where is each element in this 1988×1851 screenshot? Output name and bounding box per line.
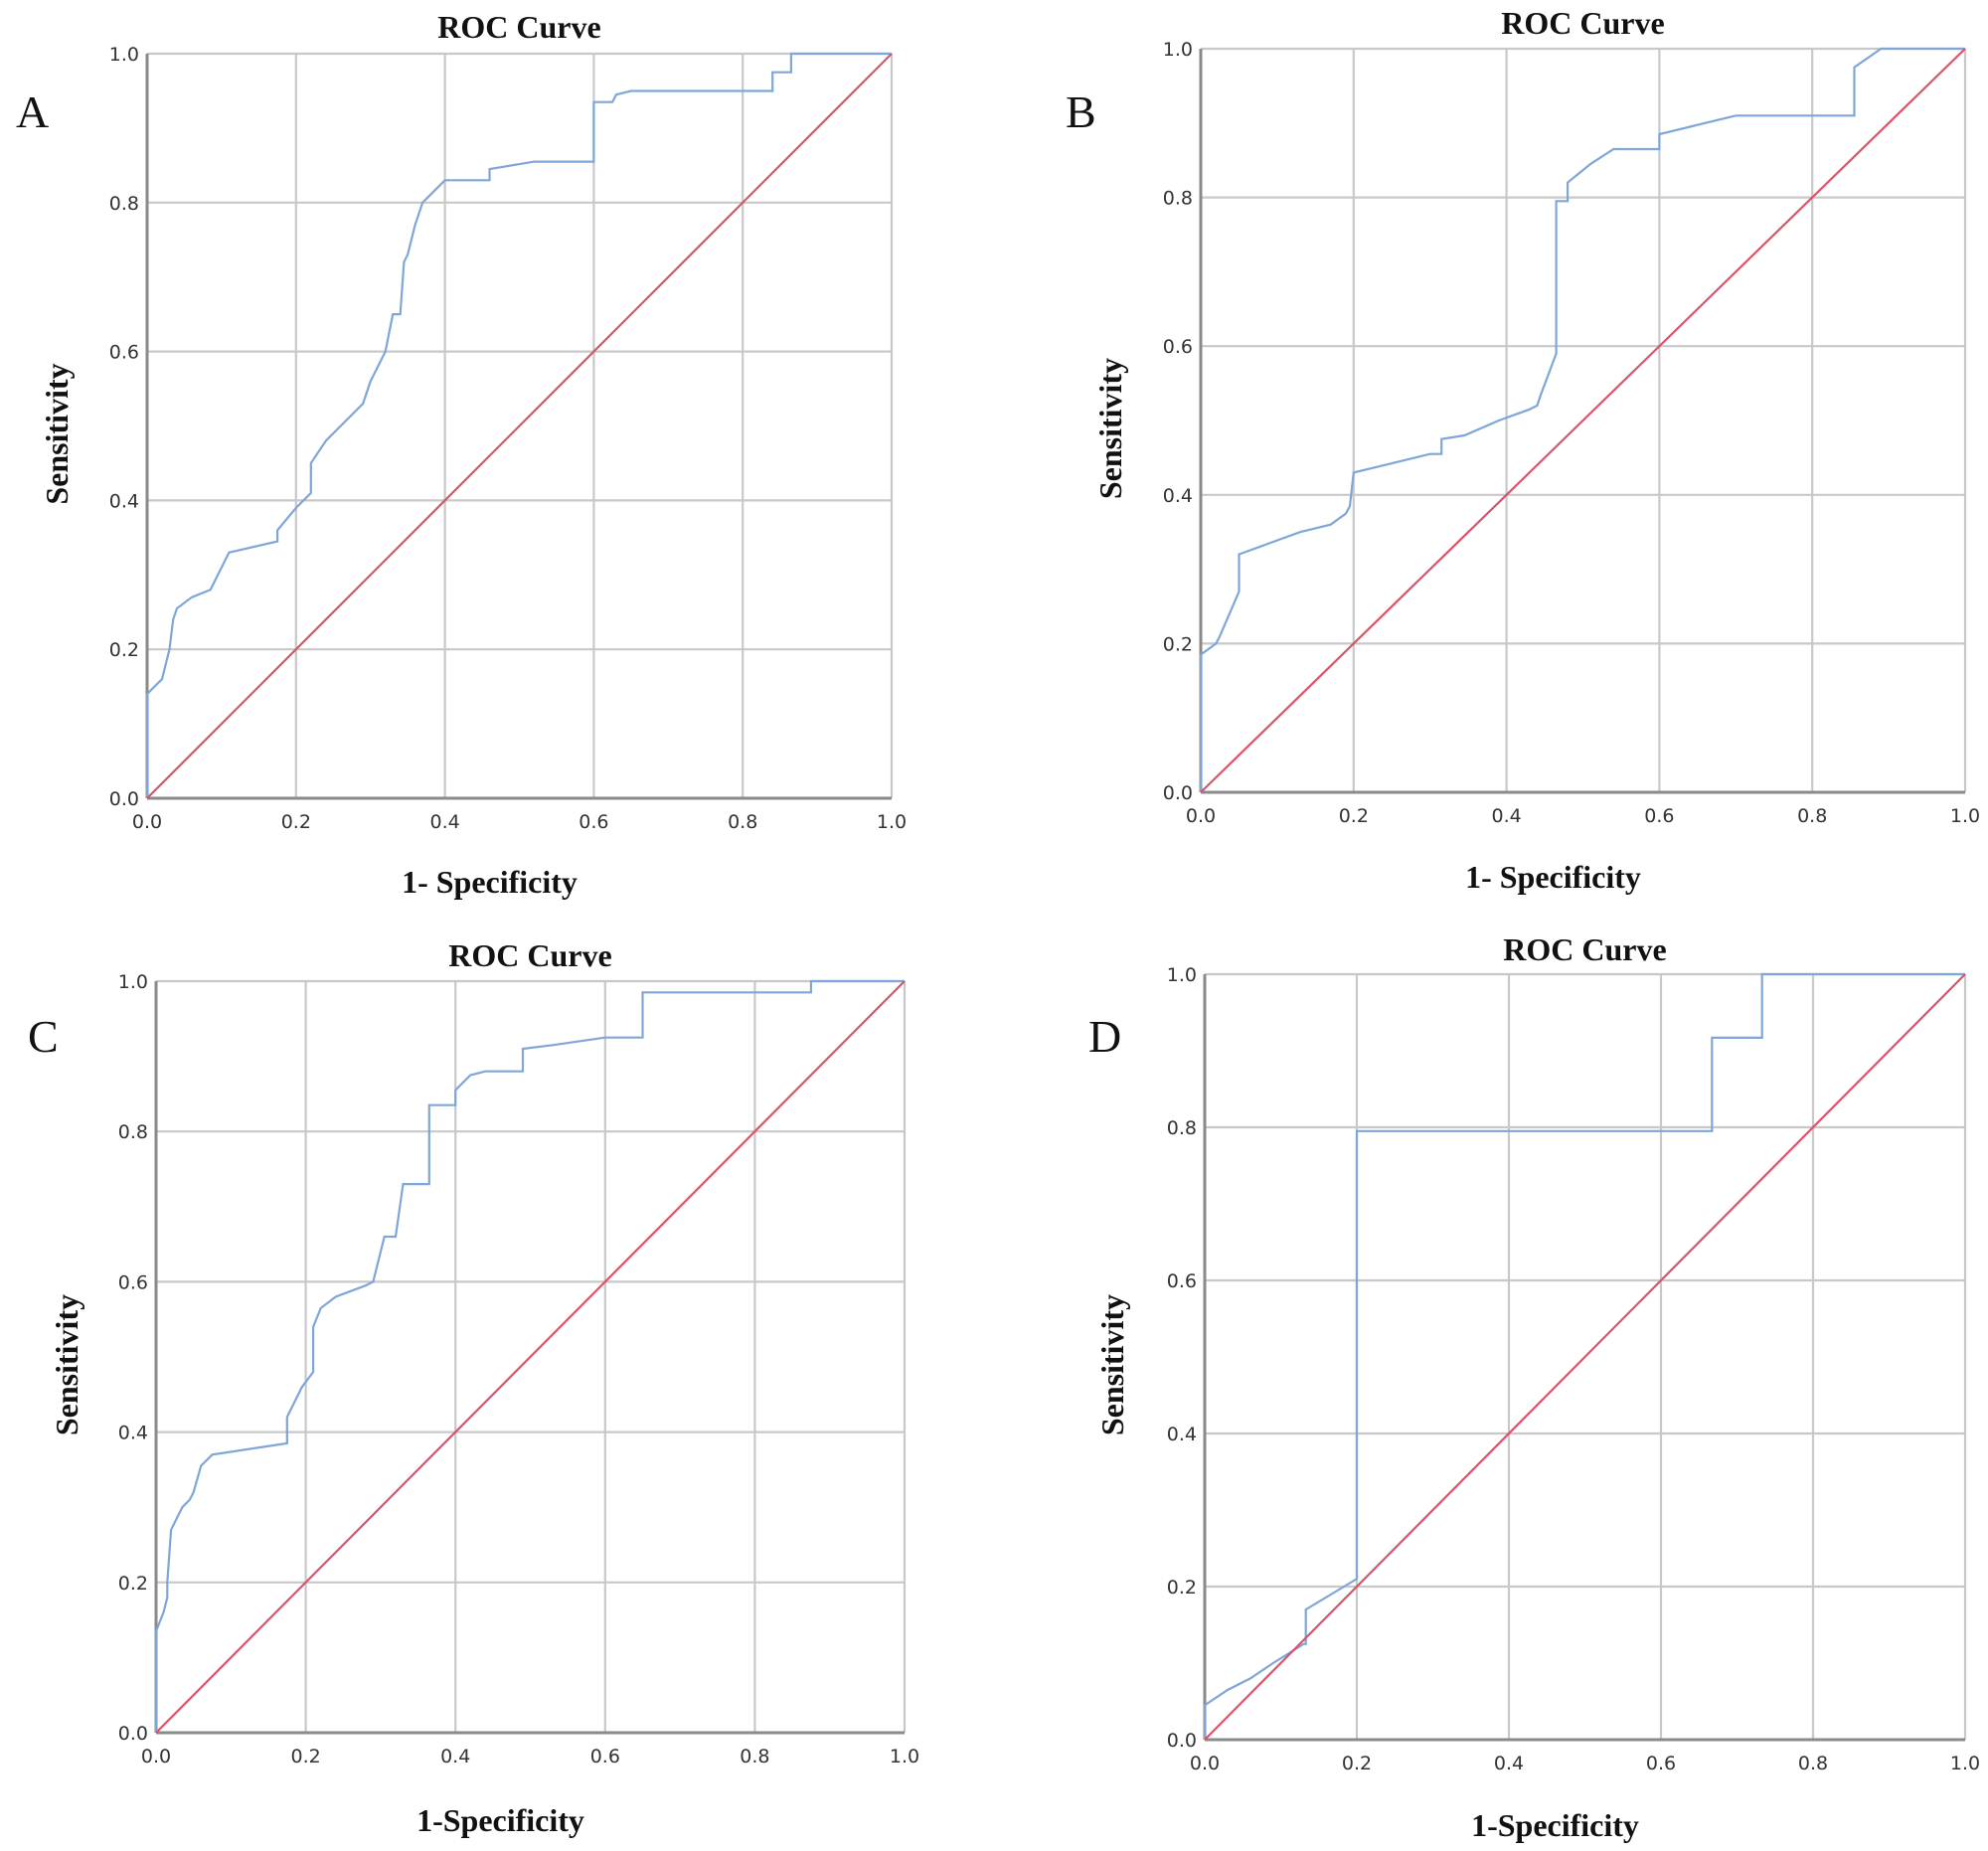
x-tick-label: 0.2 xyxy=(290,1746,320,1767)
chart-title: ROC Curve xyxy=(1503,931,1666,967)
reference-line xyxy=(146,53,893,799)
roc-curve-line xyxy=(1203,972,1965,1740)
chart-title: ROC Curve xyxy=(448,937,611,973)
y-axis-label: Sensitivity xyxy=(1094,1294,1130,1435)
y-axis-label: Sensitivity xyxy=(1092,358,1128,499)
panel-a: A ROC Curve 0.0 0.2 0.4 0.6 0.8 1.0 0.0 0.2 0.4 0.… xyxy=(16,9,907,900)
y-tick-label: 0.0 xyxy=(118,1723,148,1745)
x-axis-label: 1-Specificity xyxy=(416,1802,584,1838)
y-tick-label: 0.2 xyxy=(1163,633,1193,655)
x-tick-label: 0.6 xyxy=(590,1746,620,1767)
roc-curve-line xyxy=(1199,47,1965,792)
reference-line xyxy=(1204,973,1966,1741)
x-tick-label: 0.0 xyxy=(141,1746,171,1767)
x-tick-label: 1.0 xyxy=(890,1746,919,1767)
x-tick-label: 0.8 xyxy=(1798,1753,1828,1774)
chart-title: ROC Curve xyxy=(1501,5,1664,41)
y-tick-label: 0.4 xyxy=(1163,485,1193,507)
y-tick-label: 1.0 xyxy=(118,971,148,993)
x-tick-label: 0.6 xyxy=(1644,805,1674,827)
y-tick-label: 0.8 xyxy=(1167,1117,1197,1139)
y-tick-label: 0.0 xyxy=(1167,1730,1197,1752)
y-tick-label: 0.4 xyxy=(1167,1424,1197,1445)
x-tick-label: 0.2 xyxy=(1339,805,1369,827)
reference-line xyxy=(1200,48,1966,793)
y-tick-label: 0.6 xyxy=(109,342,139,364)
y-tick-label: 0.8 xyxy=(1163,188,1193,210)
y-tick-label: 1.0 xyxy=(109,44,139,66)
y-tick-label: 0.0 xyxy=(109,788,139,810)
y-tick-label: 1.0 xyxy=(1163,39,1193,61)
roc-curve-line xyxy=(154,979,905,1733)
chart-title: ROC Curve xyxy=(437,9,600,45)
x-tick-label: 1.0 xyxy=(1950,805,1980,827)
y-tick-label: 1.0 xyxy=(1167,964,1197,986)
panel-letter-b: B xyxy=(1066,86,1096,137)
y-tick-label: 0.6 xyxy=(118,1271,148,1293)
y-tick-label: 0.6 xyxy=(1163,336,1193,358)
x-tick-label: 1.0 xyxy=(877,811,907,833)
y-tick-label: 0.4 xyxy=(109,490,139,512)
roc-curve-line xyxy=(145,52,892,798)
x-tick-label: 0.4 xyxy=(429,811,459,833)
x-axis-label: 1-Specificity xyxy=(1471,1807,1639,1843)
x-tick-label: 0.8 xyxy=(728,811,757,833)
x-tick-label: 0.8 xyxy=(740,1746,769,1767)
x-tick-label: 0.6 xyxy=(1646,1753,1676,1774)
panel-b: B ROC Curve 0.0 0.2 0.4 0.6 0.8 1.0 0.0 0.2 0.4 0.… xyxy=(1066,5,1980,895)
y-tick-label: 0.2 xyxy=(109,639,139,661)
x-tick-label: 0.8 xyxy=(1797,805,1827,827)
x-tick-label: 0.6 xyxy=(579,811,608,833)
panel-c: C ROC Curve 0.0 0.2 0.4 0.6 0.8 1.0 0.0 0.2 0.4 0.… xyxy=(28,937,919,1838)
x-axis-label: 1- Specificity xyxy=(402,864,578,900)
y-tick-label: 0.8 xyxy=(109,193,139,215)
y-tick-label: 0.8 xyxy=(118,1121,148,1143)
x-tick-label: 0.0 xyxy=(132,811,162,833)
x-axis-label: 1- Specificity xyxy=(1465,859,1641,895)
x-tick-label: 0.2 xyxy=(281,811,311,833)
x-tick-label: 1.0 xyxy=(1950,1753,1980,1774)
reference-line xyxy=(155,980,906,1734)
x-tick-label: 0.2 xyxy=(1342,1753,1372,1774)
panel-letter-a: A xyxy=(16,86,49,137)
x-tick-label: 0.4 xyxy=(1494,1753,1524,1774)
x-tick-label: 0.4 xyxy=(440,1746,470,1767)
x-tick-label: 0.0 xyxy=(1190,1753,1220,1774)
y-tick-label: 0.2 xyxy=(1167,1577,1197,1599)
panel-letter-d: D xyxy=(1088,1011,1121,1062)
y-tick-label: 0.0 xyxy=(1163,782,1193,804)
panel-letter-c: C xyxy=(28,1011,59,1062)
y-axis-label: Sensitivity xyxy=(39,363,75,504)
y-tick-label: 0.4 xyxy=(118,1423,148,1444)
y-tick-label: 0.6 xyxy=(1167,1270,1197,1292)
x-tick-label: 0.4 xyxy=(1491,805,1521,827)
panel-d: D ROC Curve 0.0 0.2 0.4 0.6 0.8 1.0 0.0 0.2 0.4 0.… xyxy=(1088,931,1980,1843)
y-axis-label: Sensitivity xyxy=(49,1294,84,1435)
y-tick-label: 0.2 xyxy=(118,1573,148,1595)
x-tick-label: 0.0 xyxy=(1186,805,1216,827)
